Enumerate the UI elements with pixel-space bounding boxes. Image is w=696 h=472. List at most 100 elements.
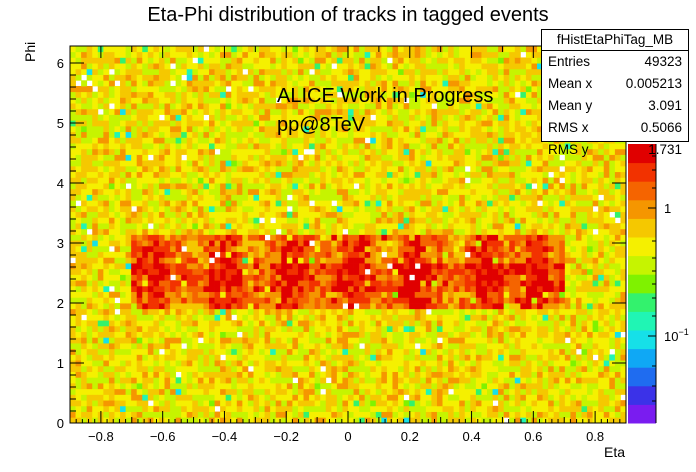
heatmap-cell — [386, 360, 393, 367]
heatmap-cell — [253, 46, 260, 53]
heatmap-cell — [275, 377, 282, 384]
heatmap-cell — [498, 411, 505, 418]
heatmap-cell — [92, 74, 99, 81]
heatmap-cell — [481, 251, 488, 258]
heatmap-cell — [120, 371, 126, 378]
heatmap-cell — [459, 131, 466, 138]
heatmap-cell — [431, 274, 438, 281]
heatmap-cell — [475, 280, 482, 287]
heatmap-cell — [136, 308, 143, 315]
heatmap-cell — [398, 85, 404, 93]
heatmap-cell — [147, 234, 154, 241]
heatmap-cell — [214, 354, 221, 361]
heatmap-cell — [398, 268, 404, 275]
heatmap-cell — [203, 51, 210, 58]
heatmap-cell — [225, 268, 232, 275]
heatmap-cell — [336, 154, 343, 161]
heatmap-cell — [409, 245, 416, 253]
heatmap-cell — [386, 245, 393, 253]
heatmap-cell — [359, 297, 366, 304]
heatmap-cell — [342, 394, 349, 401]
heatmap-cell — [192, 245, 199, 253]
heatmap-cell — [398, 251, 404, 258]
heatmap-cell — [409, 183, 416, 190]
heatmap-cell — [81, 337, 88, 344]
heatmap-cell — [420, 131, 427, 138]
heatmap-cell — [103, 183, 110, 190]
heatmap-cell — [92, 331, 99, 338]
heatmap-cell — [125, 80, 132, 87]
heatmap-cell — [86, 160, 93, 167]
heatmap-cell — [281, 417, 288, 424]
heatmap-cell — [103, 371, 110, 378]
heatmap-cell — [470, 205, 477, 213]
heatmap-cell — [136, 377, 143, 384]
heatmap-cell — [353, 137, 360, 144]
heatmap-cell — [75, 274, 82, 281]
heatmap-cell — [297, 228, 304, 235]
heatmap-cell — [470, 137, 477, 144]
heatmap-cell — [136, 183, 143, 190]
heatmap-cell — [325, 405, 332, 412]
heatmap-cell — [336, 263, 343, 270]
heatmap-cell — [142, 148, 149, 155]
heatmap-cell — [392, 405, 399, 412]
heatmap-cell — [220, 325, 227, 332]
heatmap-cell — [448, 51, 455, 58]
heatmap-cell — [297, 400, 304, 407]
heatmap-cell — [170, 183, 177, 190]
heatmap-cell — [331, 205, 338, 213]
heatmap-cell — [108, 63, 115, 70]
heatmap-cell — [175, 251, 182, 258]
heatmap-cell — [125, 217, 132, 224]
heatmap-cell — [175, 131, 182, 138]
heatmap-cell — [186, 91, 193, 98]
heatmap-cell — [220, 51, 227, 58]
heatmap-cell — [136, 383, 143, 390]
heatmap-cell — [470, 200, 477, 207]
heatmap-cell — [487, 108, 493, 115]
heatmap-cell — [236, 360, 243, 367]
heatmap-cell — [436, 200, 443, 207]
heatmap-cell — [309, 154, 316, 161]
heatmap-cell — [325, 331, 332, 338]
heatmap-cell — [303, 320, 310, 327]
heatmap-cell — [253, 57, 260, 64]
heatmap-cell — [270, 188, 277, 195]
heatmap-cell — [131, 411, 138, 418]
heatmap-cell — [386, 217, 393, 224]
heatmap-cell — [125, 280, 132, 287]
heatmap-cell — [370, 394, 377, 401]
heatmap-cell — [242, 348, 249, 355]
heatmap-cell — [370, 257, 377, 264]
heatmap-cell — [158, 417, 165, 424]
heatmap-cell — [103, 160, 110, 167]
heatmap-cell — [453, 171, 460, 178]
heatmap-cell — [398, 360, 404, 367]
heatmap-cell — [175, 154, 182, 161]
heatmap-cell — [170, 57, 177, 64]
heatmap-cell — [286, 85, 293, 93]
heatmap-cell — [175, 183, 182, 190]
heatmap-cell — [209, 200, 215, 207]
heatmap-cell — [270, 120, 277, 127]
heatmap-cell — [420, 57, 427, 64]
heatmap-cell — [70, 46, 76, 53]
heatmap-cell — [386, 377, 393, 384]
heatmap-cell — [158, 200, 165, 207]
heatmap-cell — [359, 194, 366, 201]
heatmap-cell — [197, 394, 204, 401]
heatmap-cell — [253, 320, 260, 327]
heatmap-cell — [297, 68, 304, 75]
heatmap-cell — [153, 165, 160, 173]
heatmap-cell — [459, 343, 466, 350]
heatmap-cell — [336, 308, 343, 315]
heatmap-cell — [336, 257, 343, 264]
heatmap-cell — [220, 63, 227, 70]
heatmap-cell — [153, 51, 160, 58]
heatmap-cell — [220, 337, 227, 344]
heatmap-cell — [108, 46, 115, 53]
heatmap-cell — [453, 240, 460, 247]
heatmap-cell — [342, 120, 349, 127]
heatmap-cell — [481, 160, 488, 167]
